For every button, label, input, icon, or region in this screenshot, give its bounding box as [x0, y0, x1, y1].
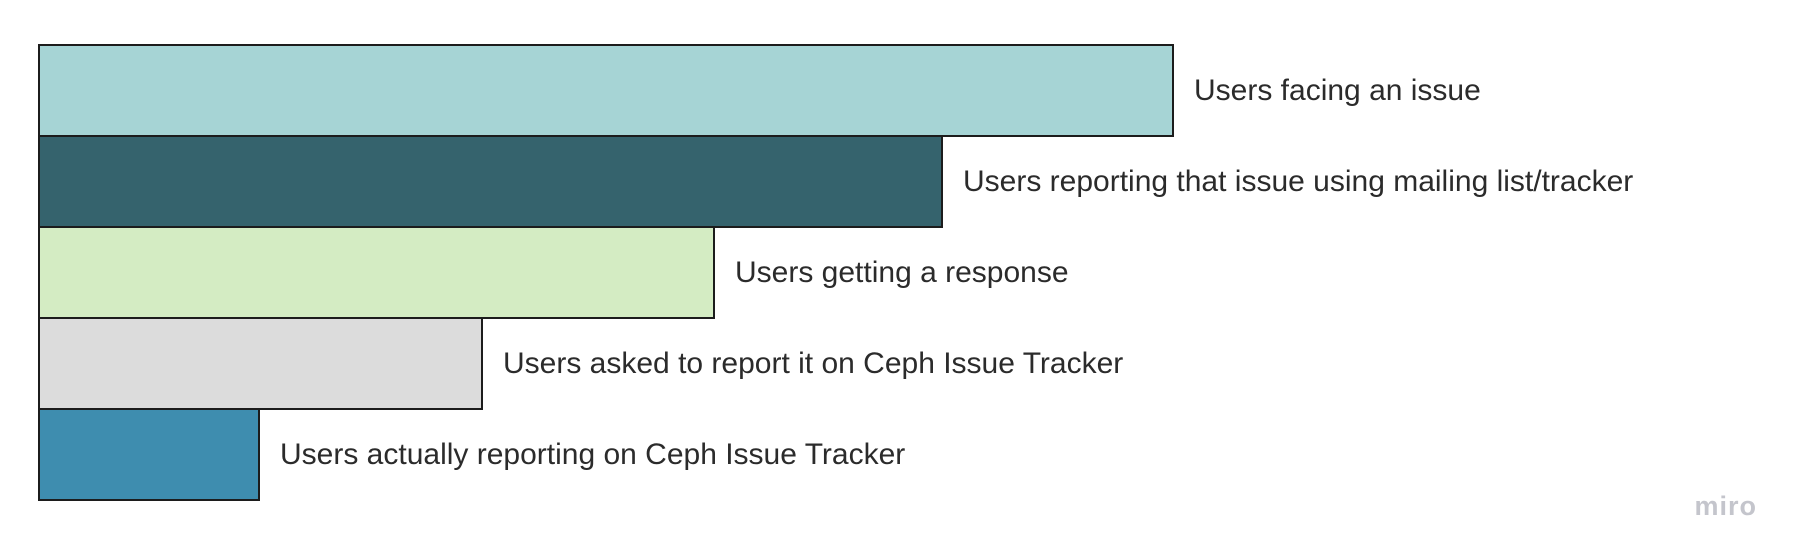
bar-label: Users actually reporting on Ceph Issue T… [280, 437, 906, 471]
funnel-bar [38, 408, 260, 501]
funnel-row: Users reporting that issue using mailing… [38, 135, 1633, 228]
bar-label: Users reporting that issue using mailing… [963, 164, 1634, 198]
funnel-chart: Users facing an issue Users reporting th… [38, 44, 1633, 501]
funnel-row: Users getting a response [38, 226, 1633, 319]
bar-label: Users getting a response [735, 255, 1069, 289]
funnel-row: Users actually reporting on Ceph Issue T… [38, 408, 1633, 501]
funnel-bar [38, 135, 943, 228]
funnel-row: Users asked to report it on Ceph Issue T… [38, 317, 1633, 410]
bar-label: Users asked to report it on Ceph Issue T… [503, 346, 1124, 380]
bar-label: Users facing an issue [1194, 73, 1481, 107]
funnel-row: Users facing an issue [38, 44, 1633, 137]
funnel-bar [38, 226, 715, 319]
funnel-bar [38, 44, 1174, 137]
miro-watermark: miro [1694, 491, 1757, 521]
funnel-bar [38, 317, 483, 410]
